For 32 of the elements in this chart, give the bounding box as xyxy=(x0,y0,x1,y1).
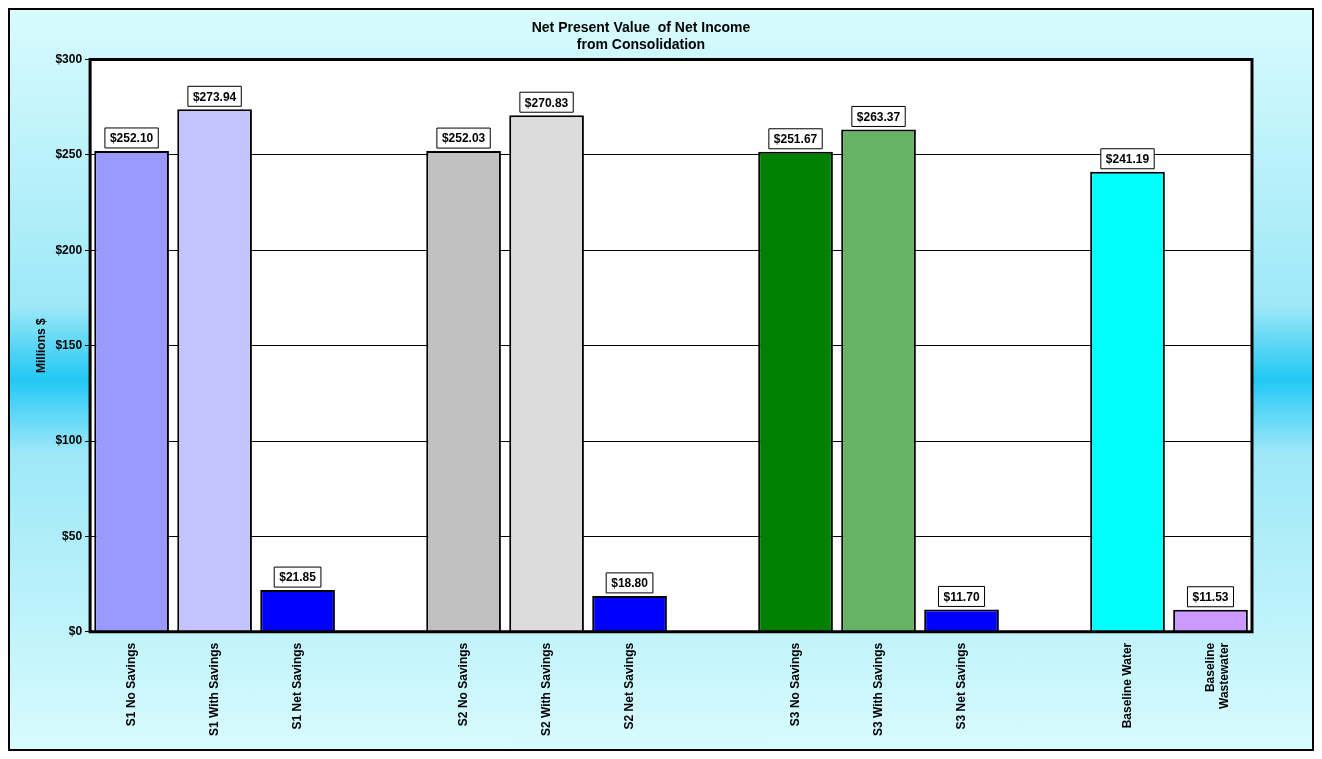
x-tick-label: Baseline Wastewater xyxy=(1202,642,1232,709)
y-tick-label: $250 xyxy=(55,147,83,162)
data-label: $270.83 xyxy=(524,95,569,110)
data-label: $273.94 xyxy=(192,89,237,104)
text: from Consolidation xyxy=(576,36,706,53)
x-tick-label: S1 No Savings xyxy=(123,642,138,727)
y-tick-label: $50 xyxy=(62,528,83,543)
text: Net Present Value of Net Income xyxy=(531,19,751,36)
x-tick-label: S3 Net Savings xyxy=(953,642,968,730)
y-tick-label: $300 xyxy=(55,51,83,66)
x-tick-label: S3 With Savings xyxy=(870,642,885,736)
data-label: $11.70 xyxy=(943,589,980,604)
x-tick-label: S2 No Savings xyxy=(455,642,470,727)
y-tick-label: $200 xyxy=(55,242,83,257)
x-tick-label: S1 With Savings xyxy=(206,642,221,736)
x-tick-label: S3 No Savings xyxy=(787,642,802,727)
data-label: $18.80 xyxy=(611,576,649,591)
x-tick-label: S2 Net Savings xyxy=(621,642,636,730)
x-tick-label: S2 With Savings xyxy=(538,642,553,736)
data-label: $251.67 xyxy=(773,132,818,147)
y-tick-label: $150 xyxy=(55,337,83,352)
data-label: $241.19 xyxy=(1105,152,1150,167)
data-label: $252.03 xyxy=(441,131,486,146)
x-tick-label: S1 Net Savings xyxy=(289,642,304,730)
y-axis-title: Millions $ xyxy=(33,318,48,374)
data-label: $252.10 xyxy=(109,131,154,146)
data-label: $263.37 xyxy=(856,109,901,124)
y-tick-label: $0 xyxy=(68,624,83,639)
data-label: $11.53 xyxy=(1192,590,1229,605)
data-label: $21.85 xyxy=(279,570,317,585)
y-tick-label: $100 xyxy=(55,433,83,448)
x-tick-label: Baseline Water xyxy=(1119,642,1134,729)
